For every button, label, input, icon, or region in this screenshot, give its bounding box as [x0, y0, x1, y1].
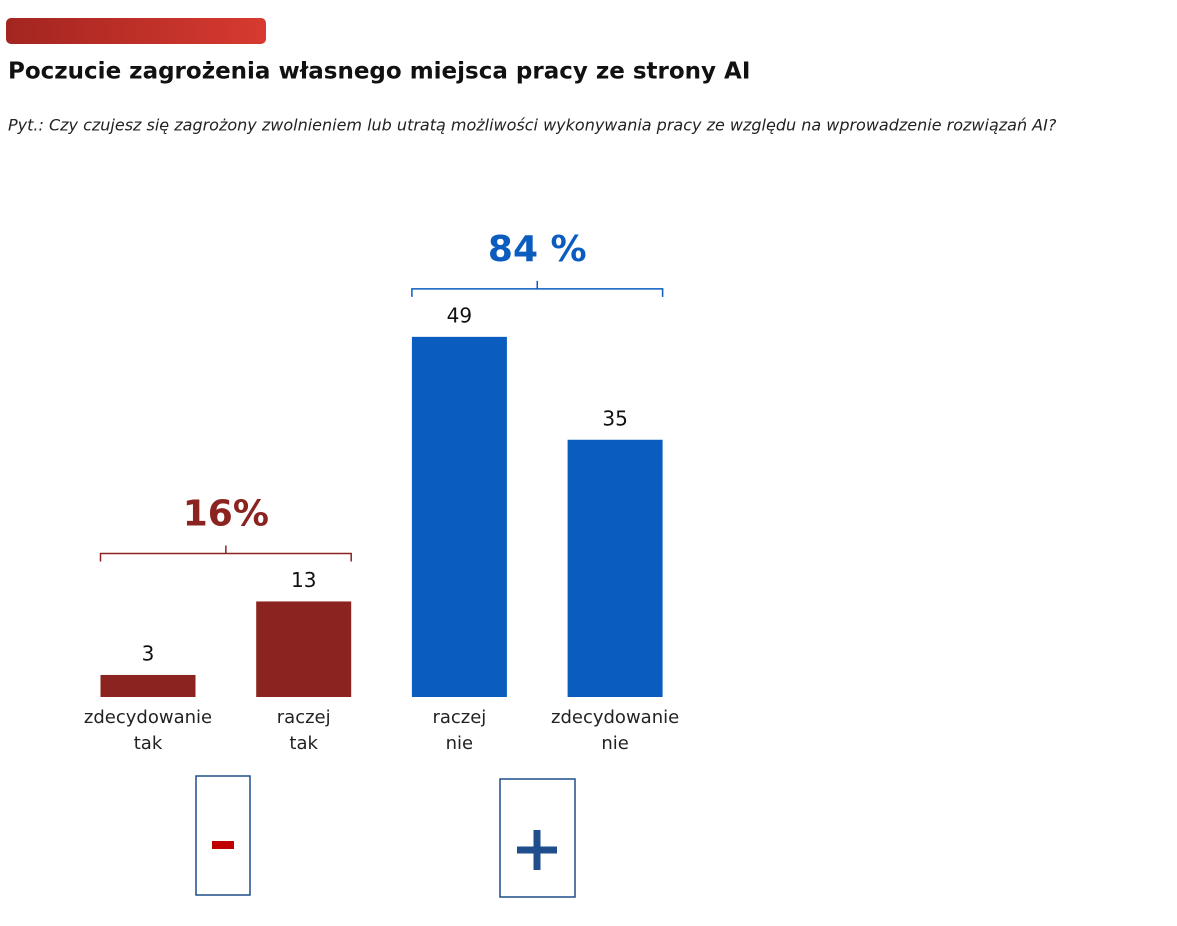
bar [256, 601, 352, 697]
plus-icon [517, 830, 557, 870]
plus-box [499, 778, 576, 898]
x-tick-label: zdecydowanie nie [551, 707, 680, 754]
group-bracket [99, 545, 352, 562]
bar [100, 674, 196, 697]
x-tick-label: raczej tak [276, 707, 331, 754]
x-tick-label: zdecydowanie tak [83, 707, 213, 754]
value-label: 13 [291, 568, 316, 592]
value-label: 35 [602, 406, 627, 430]
group-bracket [411, 280, 664, 297]
chart-subtitle: Pyt.: Czy czujesz się zagrożony zwolnien… [8, 116, 1057, 135]
minus-box [195, 775, 251, 896]
value-label: 49 [447, 303, 472, 327]
bar [567, 439, 663, 697]
group-total: 84 % [488, 229, 587, 270]
minus-icon [212, 841, 234, 849]
x-tick-label: raczej nie [432, 707, 487, 754]
group-total: 16% [183, 493, 269, 534]
bar [411, 336, 507, 697]
value-label: 3 [142, 641, 155, 665]
chart-title: Poczucie zagrożenia własnego miejsca pra… [8, 59, 750, 85]
header-bar [6, 18, 266, 44]
